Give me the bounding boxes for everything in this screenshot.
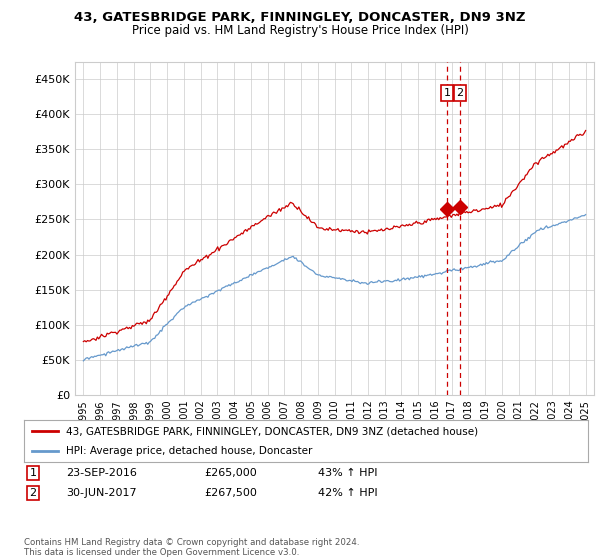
Text: £265,000: £265,000 xyxy=(204,468,257,478)
Text: 43% ↑ HPI: 43% ↑ HPI xyxy=(318,468,377,478)
Text: 42% ↑ HPI: 42% ↑ HPI xyxy=(318,488,377,498)
Text: 1: 1 xyxy=(29,468,37,478)
Text: 1: 1 xyxy=(443,88,451,98)
Text: 23-SEP-2016: 23-SEP-2016 xyxy=(66,468,137,478)
Text: 2: 2 xyxy=(457,88,464,98)
Text: 2: 2 xyxy=(29,488,37,498)
Text: 30-JUN-2017: 30-JUN-2017 xyxy=(66,488,137,498)
Text: HPI: Average price, detached house, Doncaster: HPI: Average price, detached house, Donc… xyxy=(66,446,313,456)
Text: Price paid vs. HM Land Registry's House Price Index (HPI): Price paid vs. HM Land Registry's House … xyxy=(131,24,469,36)
Text: £267,500: £267,500 xyxy=(204,488,257,498)
Text: 43, GATESBRIDGE PARK, FINNINGLEY, DONCASTER, DN9 3NZ (detached house): 43, GATESBRIDGE PARK, FINNINGLEY, DONCAS… xyxy=(66,426,478,436)
Text: 43, GATESBRIDGE PARK, FINNINGLEY, DONCASTER, DN9 3NZ: 43, GATESBRIDGE PARK, FINNINGLEY, DONCAS… xyxy=(74,11,526,24)
Text: Contains HM Land Registry data © Crown copyright and database right 2024.
This d: Contains HM Land Registry data © Crown c… xyxy=(24,538,359,557)
